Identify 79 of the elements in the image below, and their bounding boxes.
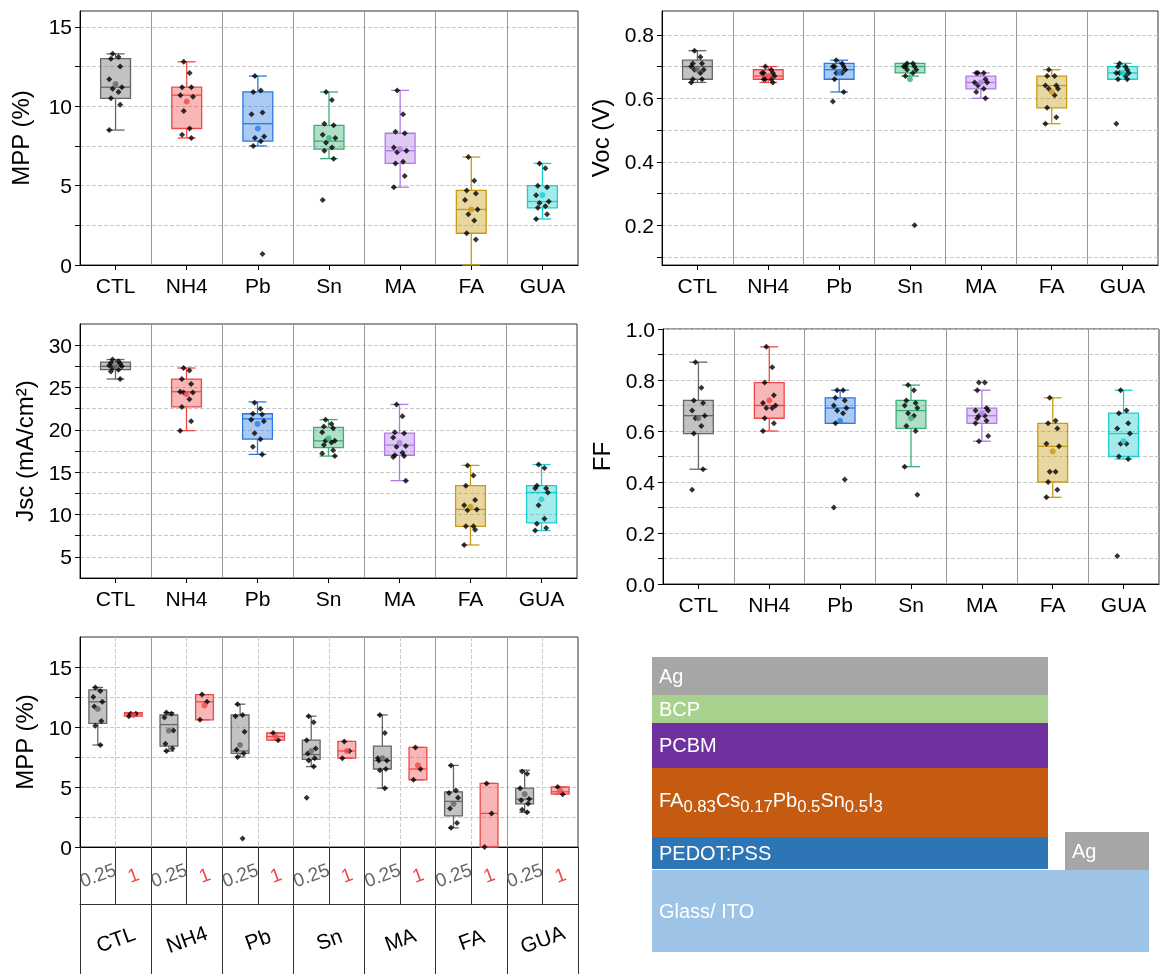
y-tick-label: 0.6 <box>625 419 655 443</box>
x-tick-label: Sn <box>315 587 342 610</box>
y-tick-label: 15 <box>48 15 72 39</box>
x-tick-label: Pb <box>244 587 271 610</box>
y-tick-label: 15 <box>48 655 72 679</box>
y-axis-title: MPP (%) <box>6 90 34 186</box>
x-tick-label: FA <box>1038 274 1065 297</box>
x-tick-label: GUA <box>1100 593 1147 616</box>
x-tick-label: FA <box>458 274 485 297</box>
x-tick-label: Pb <box>241 923 274 955</box>
text: 0.25 <box>432 858 475 892</box>
y-tick-label: 30 <box>48 333 72 357</box>
x-tick-label: Sn <box>898 593 924 616</box>
x-tick-label: Sn <box>316 274 342 297</box>
x-tick-label: CTL <box>678 593 719 616</box>
x-tick-label: MA <box>383 587 416 610</box>
y-tick-label: 0.4 <box>625 470 656 494</box>
y-tick-label: 0.4 <box>624 150 655 174</box>
x-tick-label: GUA <box>517 920 568 958</box>
x-tick-label: MA <box>965 274 997 297</box>
y-tick-label: 10 <box>48 94 72 118</box>
text: 0.25 <box>290 858 333 892</box>
y-tick-label: 5 <box>60 775 72 799</box>
x-tick-label: Pb <box>245 274 271 297</box>
y-axis-title: FF <box>587 441 615 472</box>
x-tick-label: CTL <box>677 274 718 297</box>
x-tick-label: FA <box>457 587 484 610</box>
y-tick-label: 0.8 <box>625 368 655 392</box>
x-tick-label: NH4 <box>165 587 208 610</box>
text: 1 <box>267 863 285 887</box>
text: 1 <box>195 863 214 887</box>
text: 0.25 <box>76 858 119 892</box>
y-tick-label: 0.8 <box>624 23 654 47</box>
y-tick-label: 15 <box>48 460 72 484</box>
x-tick-label: Sn <box>313 923 345 955</box>
x-tick-label: MA <box>384 274 416 297</box>
text: 1 <box>551 863 569 887</box>
text: 1 <box>480 863 498 887</box>
y-tick-label: 0.2 <box>624 213 654 237</box>
y-axis-title: Voc (V) <box>586 98 614 178</box>
x-tick-label: MA <box>966 593 998 616</box>
y-tick-label: 5 <box>60 174 72 198</box>
y-tick-label: 10 <box>48 503 72 526</box>
text: 0.25 <box>219 858 262 892</box>
x-tick-label: CTL <box>92 921 139 957</box>
text: 0.25 <box>503 858 546 892</box>
y-tick-label: 0.2 <box>625 521 655 545</box>
x-tick-label: Sn <box>897 274 923 297</box>
y-tick-label: 25 <box>48 376 72 399</box>
x-tick-label: NH4 <box>165 274 209 297</box>
x-tick-label: FA <box>455 923 488 955</box>
text: 0.25 <box>147 858 190 892</box>
x-tick-label: MA <box>381 922 419 956</box>
x-tick-label: GUA <box>1099 274 1146 297</box>
y-tick-label: 20 <box>48 418 72 442</box>
x-tick-label: CTL <box>95 587 136 610</box>
y-tick-label: 5 <box>60 545 72 569</box>
x-tick-label: NH4 <box>747 274 790 297</box>
x-tick-label: GUA <box>518 587 565 610</box>
x-tick-label: NH4 <box>163 920 211 957</box>
y-tick-label: 0.6 <box>624 86 654 110</box>
text: 1 <box>338 863 356 887</box>
x-tick-label: GUA <box>519 274 566 297</box>
y-axis-title: Jsc (mA/cm²) <box>10 380 38 522</box>
y-axis-title: MPP (%) <box>10 694 38 790</box>
text: 0.25 <box>361 858 404 892</box>
y-tick-label: 0 <box>60 253 72 277</box>
y-tick-label: 0.0 <box>625 572 655 596</box>
x-tick-label: NH4 <box>748 593 791 616</box>
y-tick-label: 1.0 <box>625 317 655 341</box>
device-layer-stack: Ag BCP PCBM FA$_{0.83}$Cs$_{0.17}$Pb$_{0.5}$Sn$_{0.5}$I$_{3}$ PEDOT:PSS Ag Glass/ ITO <box>652 657 1149 952</box>
text: 1 <box>124 863 142 887</box>
x-tick-label: Pb <box>826 274 852 297</box>
y-tick-label: 10 <box>48 715 72 739</box>
x-tick-label: Pb <box>827 593 853 616</box>
y-tick-label: 0 <box>60 835 72 859</box>
text: 1 <box>409 863 427 887</box>
x-tick-label: CTL <box>95 274 136 297</box>
x-tick-label: FA <box>1039 593 1066 616</box>
